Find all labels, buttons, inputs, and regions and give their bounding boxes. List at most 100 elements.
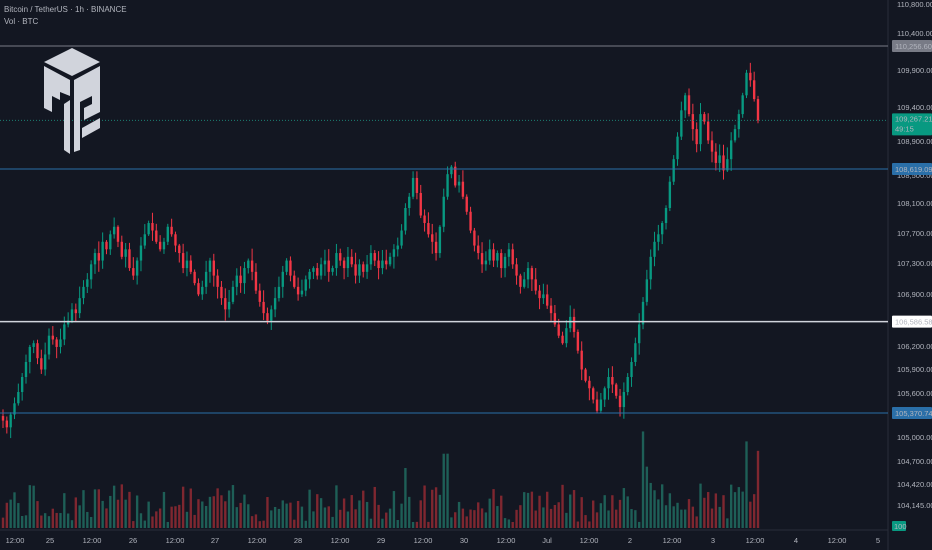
candle[interactable] [461,181,465,197]
candle[interactable] [28,346,32,362]
candle[interactable] [289,260,292,276]
candle[interactable] [281,271,284,287]
candle[interactable] [752,80,756,100]
candle[interactable] [668,181,672,208]
candle[interactable] [457,181,461,186]
candle[interactable] [66,320,70,325]
candle[interactable] [147,223,150,235]
candle[interactable] [515,264,518,276]
candle[interactable] [542,294,545,299]
candle[interactable] [595,399,599,411]
candle[interactable] [703,114,706,122]
candle[interactable] [350,256,353,265]
candle[interactable] [197,283,200,295]
candle[interactable] [216,275,219,287]
candle[interactable] [622,392,626,408]
candle[interactable] [181,253,185,269]
candle[interactable] [116,226,120,242]
candle[interactable] [718,155,721,163]
candle[interactable] [423,215,426,224]
candle[interactable] [250,260,254,272]
candle[interactable] [576,331,580,351]
candle[interactable] [369,253,373,265]
candle[interactable] [519,275,522,287]
candle[interactable] [231,286,235,302]
candle[interactable] [247,260,250,269]
candle[interactable] [47,335,51,355]
candle[interactable] [503,256,507,269]
candle[interactable] [212,260,215,276]
candle[interactable] [454,166,457,186]
candle[interactable] [63,324,66,340]
candle[interactable] [381,260,384,269]
candle[interactable] [327,260,330,272]
candle[interactable] [500,253,503,269]
candle[interactable] [243,268,246,284]
candle[interactable] [235,275,238,287]
candle[interactable] [74,309,78,314]
candle[interactable] [496,253,499,261]
candle[interactable] [691,114,695,130]
candle[interactable] [78,298,81,314]
candle[interactable] [565,328,568,344]
candle[interactable] [523,279,526,287]
candle[interactable] [323,260,327,265]
candle[interactable] [97,253,101,261]
candle[interactable] [645,279,649,302]
candle[interactable] [377,260,380,269]
candle[interactable] [404,207,407,231]
candle[interactable] [362,264,365,272]
candle[interactable] [714,151,718,163]
candle[interactable] [373,253,376,261]
candle[interactable] [507,249,511,257]
candle[interactable] [415,177,419,193]
candle[interactable] [55,339,58,347]
candle[interactable] [427,223,430,235]
candle[interactable] [185,260,189,269]
candle[interactable] [756,99,760,121]
candle[interactable] [82,286,85,299]
candle[interactable] [174,234,177,246]
candle[interactable] [465,196,468,212]
candle[interactable] [611,377,614,385]
candle[interactable] [358,264,361,276]
candle[interactable] [626,377,629,393]
candle[interactable] [561,335,564,344]
candle[interactable] [166,226,169,242]
candle[interactable] [178,245,181,254]
candle[interactable] [262,301,265,314]
candle[interactable] [492,249,495,261]
candle[interactable] [158,241,162,250]
candle[interactable] [400,230,403,246]
candle[interactable] [603,388,606,400]
candle[interactable] [396,245,399,250]
candle[interactable] [151,223,154,231]
candle[interactable] [312,268,315,272]
candle[interactable] [346,256,350,269]
candle[interactable] [319,264,323,276]
candle[interactable] [13,403,16,415]
candle[interactable] [285,260,288,272]
candle[interactable] [592,388,595,400]
candle[interactable] [170,226,173,235]
candle[interactable] [484,260,488,265]
candle[interactable] [9,414,12,428]
candle[interactable] [438,226,442,254]
candle[interactable] [741,95,744,115]
candle[interactable] [745,72,748,96]
candle[interactable] [615,384,618,396]
candle[interactable] [124,249,127,257]
candle[interactable] [553,313,557,325]
candle[interactable] [155,230,158,242]
candle[interactable] [139,245,143,261]
candle[interactable] [710,140,714,152]
candle[interactable] [599,399,603,411]
candle[interactable] [434,241,438,254]
candle[interactable] [511,249,514,265]
candle[interactable] [339,253,342,261]
candle[interactable] [388,256,392,265]
candle[interactable] [20,377,24,393]
candle[interactable] [538,290,541,299]
candle[interactable] [641,301,645,325]
